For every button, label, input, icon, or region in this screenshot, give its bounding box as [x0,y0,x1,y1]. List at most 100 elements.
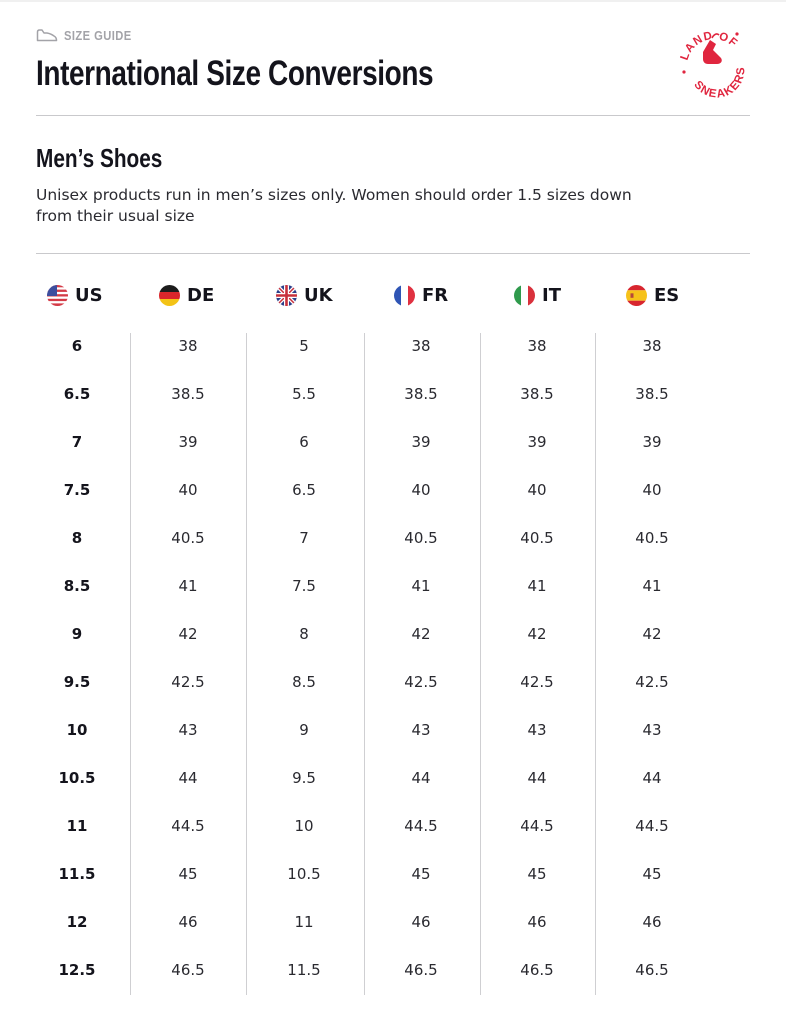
cell-it: 46 [527,913,547,931]
cell-fr: 45 [411,865,431,883]
cell-it: 38.5 [520,385,554,403]
es-flag-icon [626,284,647,306]
cell-es: 40 [642,481,662,499]
cell-us: 9.5 [63,673,91,691]
cell-de: 38.5 [171,385,205,403]
cell-es: 38.5 [635,385,669,403]
column-separator [130,333,131,995]
cell-us: 9 [71,625,83,643]
column-header-es: ES [626,281,679,309]
cell-us: 11 [66,817,88,835]
column-code: UK [304,284,333,306]
cell-de: 40.5 [171,529,205,547]
cell-us: 10 [66,721,88,739]
cell-fr: 46 [411,913,431,931]
column-code: ES [654,284,680,306]
cell-es: 39 [642,433,662,451]
cell-uk: 6.5 [292,481,316,499]
cell-us: 6 [71,337,83,355]
cell-fr: 42.5 [404,673,438,691]
cell-us: 11.5 [58,865,96,883]
section-divider [36,253,750,254]
section-note: Unisex products run in men’s sizes only.… [36,186,632,225]
cell-es: 45 [642,865,662,883]
cell-it: 42 [527,625,547,643]
cell-it: 38 [527,337,547,355]
cell-uk: 6 [299,433,309,451]
cell-de: 45 [178,865,198,883]
cell-fr: 44.5 [404,817,438,835]
column-separator [595,333,596,995]
cell-fr: 38 [411,337,431,355]
column-separator [246,333,247,995]
cell-uk: 8 [299,625,309,643]
cell-de: 42 [178,625,198,643]
cell-es: 40.5 [635,529,669,547]
cell-it: 46.5 [520,961,554,979]
cell-de: 42.5 [171,673,205,691]
cell-es: 44 [642,769,662,787]
cell-de: 40 [178,481,198,499]
cell-de: 41 [178,577,198,595]
column-code: DE [187,284,215,306]
cell-it: 40.5 [520,529,554,547]
page-title: International Size Conversions [36,54,434,93]
cell-uk: 9.5 [292,769,316,787]
uk-flag-icon [276,284,297,306]
cell-fr: 38.5 [404,385,438,403]
column-separator [480,333,481,995]
cell-de: 43 [178,721,198,739]
cell-uk: 5 [299,337,309,355]
cell-it: 45 [527,865,547,883]
cell-it: 39 [527,433,547,451]
us-flag-icon [47,284,68,306]
cell-es: 42 [642,625,662,643]
column-separator [364,333,365,995]
column-header-fr: FR [394,281,448,309]
column-code: IT [542,284,561,306]
cell-uk: 7 [299,529,309,547]
top-rule [0,0,786,2]
cell-us: 12.5 [58,961,96,979]
cell-es: 46 [642,913,662,931]
cell-es: 38 [642,337,662,355]
cell-us: 7.5 [63,481,91,499]
fr-flag-icon [394,284,415,306]
cell-fr: 42 [411,625,431,643]
cell-es: 46.5 [635,961,669,979]
cell-it: 43 [527,721,547,739]
column-header-it: IT [514,281,561,309]
cell-us: 7 [71,433,83,451]
header-divider [36,115,750,116]
column-header-us: US [47,281,103,309]
cell-uk: 10.5 [287,865,321,883]
column-code: FR [422,284,449,306]
cell-fr: 39 [411,433,431,451]
cell-de: 46.5 [171,961,205,979]
cell-uk: 9 [299,721,309,739]
column-header-de: DE [159,281,214,309]
cell-it: 40 [527,481,547,499]
column-header-uk: UK [276,281,333,309]
cell-fr: 44 [411,769,431,787]
cell-es: 43 [642,721,662,739]
cell-fr: 40 [411,481,431,499]
cell-it: 44 [527,769,547,787]
cell-us: 8.5 [63,577,91,595]
cell-es: 41 [642,577,662,595]
cell-uk: 11 [294,913,314,931]
cell-uk: 8.5 [292,673,316,691]
cell-de: 39 [178,433,198,451]
cell-de: 44 [178,769,198,787]
eyebrow-label: SIZE GUIDE [64,27,132,43]
land-of-sneakers-logo: LAND OF SNEAKERS [670,20,756,106]
cell-uk: 7.5 [292,577,316,595]
cell-fr: 43 [411,721,431,739]
cell-de: 46 [178,913,198,931]
cell-it: 44.5 [520,817,554,835]
svg-text:SNEAKERS: SNEAKERS [691,66,747,101]
de-flag-icon [159,284,180,306]
cell-fr: 40.5 [404,529,438,547]
it-flag-icon [514,284,535,306]
cell-us: 8 [71,529,83,547]
